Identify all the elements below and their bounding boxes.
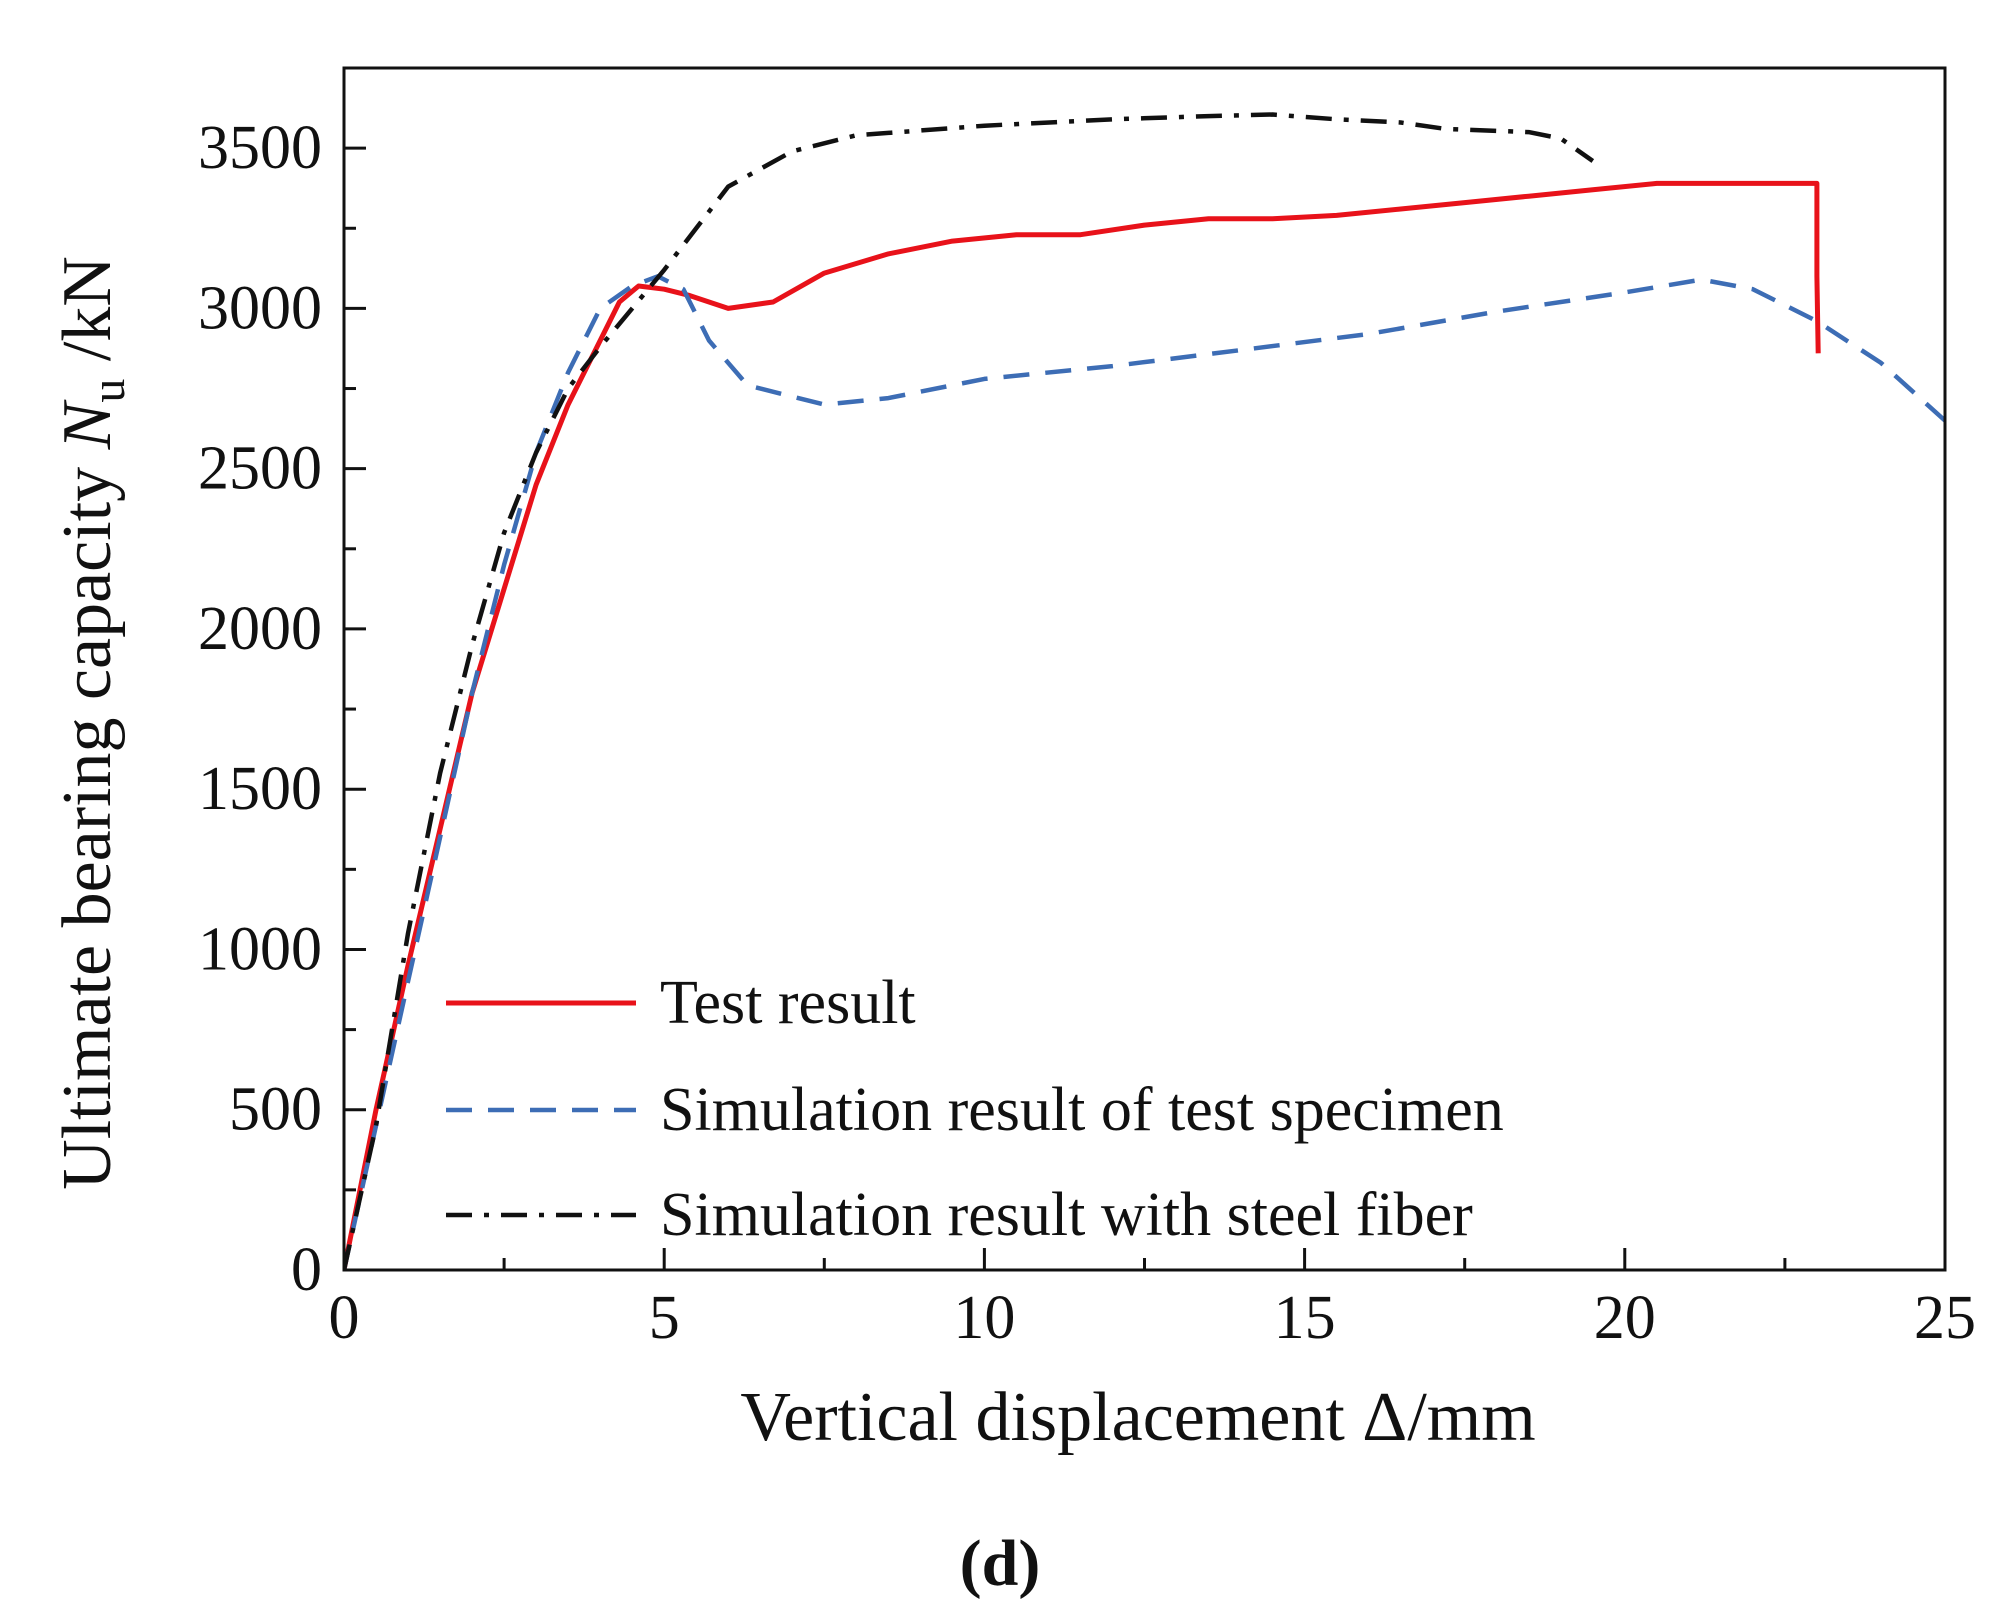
x-tick-label: 5 <box>649 1284 680 1352</box>
x-tick-label: 0 <box>329 1284 360 1352</box>
legend-label-1: Test result <box>660 969 916 1037</box>
y-tick-label: 1500 <box>198 755 322 823</box>
legend: Test result Simulation result of test spe… <box>446 969 1504 1249</box>
legend-label-3: Simulation result with steel fiber <box>660 1181 1473 1249</box>
y-axis-title-symbol: N <box>49 399 126 450</box>
legend-label-2: Simulation result of test specimen <box>660 1076 1504 1144</box>
x-axis-title-suffix: /mm <box>1407 1379 1535 1456</box>
y-tick-label: 3500 <box>198 114 322 182</box>
x-axis-title: Vertical displacement Δ/mm <box>740 1379 1535 1456</box>
y-tick-label: 2000 <box>198 595 322 663</box>
x-tick-label: 15 <box>1274 1284 1336 1352</box>
y-axis-title-prefix: Ultimate bearing capacity <box>49 449 126 1190</box>
panel-label: (d) <box>960 1527 1041 1600</box>
panel-label-letter: d <box>982 1527 1019 1600</box>
y-axis-title-suffix: /kN <box>49 256 126 379</box>
y-tick-label: 1000 <box>198 915 322 983</box>
x-axis-title-prefix: Vertical displacement <box>740 1379 1362 1456</box>
x-axis-title-symbol: Δ <box>1362 1379 1407 1456</box>
series-line-3 <box>344 112 1595 1270</box>
series-line-1 <box>344 180 1821 1270</box>
y-axis-title-subscript: u <box>82 379 135 403</box>
y-tick-label: 0 <box>291 1236 322 1304</box>
y-tick-label: 2500 <box>198 435 322 503</box>
x-tick-label: 20 <box>1594 1284 1656 1352</box>
x-tick-label: 10 <box>953 1284 1015 1352</box>
x-tick-label: 25 <box>1914 1284 1976 1352</box>
plot-area <box>344 112 1945 1270</box>
y-tick-label: 500 <box>229 1076 322 1144</box>
y-tick-label: 3000 <box>198 274 322 342</box>
axes: 0 5 10 15 20 25 0 500 1000 1500 2000 2500 3000 3500 <box>198 66 1976 1352</box>
y-axis-title: Ultimate bearing capacity Nu /kN <box>49 256 135 1190</box>
series-line-2 <box>344 274 1945 1270</box>
